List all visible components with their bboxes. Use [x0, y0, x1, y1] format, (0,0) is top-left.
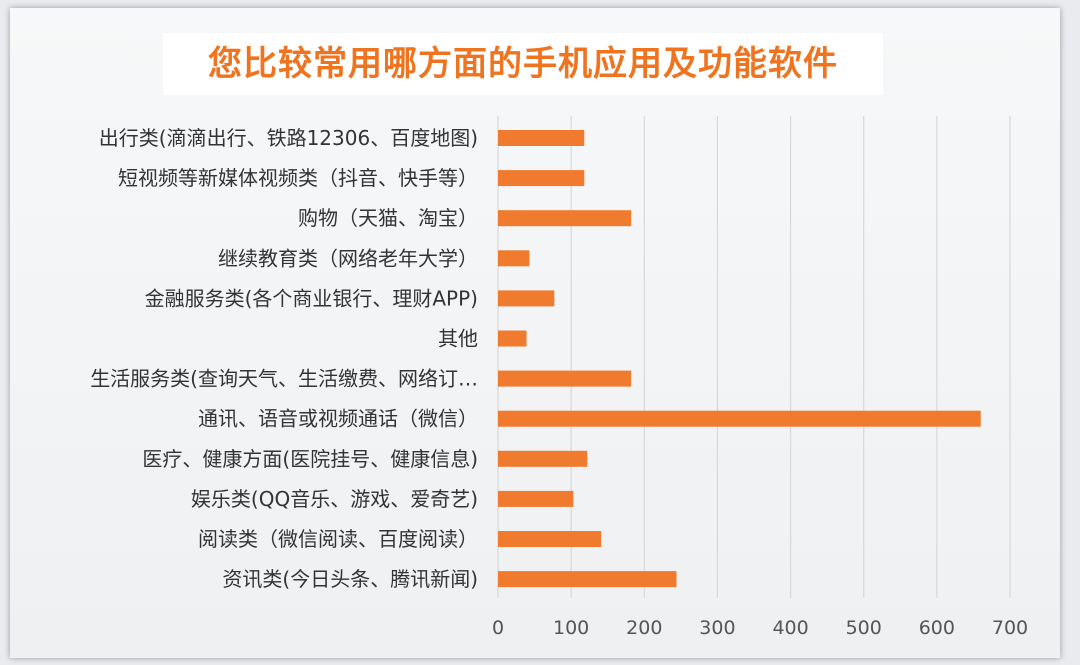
x-tick-label: 300: [699, 617, 735, 639]
x-tick-label: 100: [553, 617, 589, 639]
x-tick-label: 700: [992, 617, 1028, 639]
bar: [498, 330, 527, 347]
category-label: 短视频等新媒体视频类（抖音、快手等）: [118, 166, 478, 190]
x-tick-label: 200: [626, 617, 662, 639]
category-label: 通讯、语音或视频通话（微信）: [198, 407, 478, 431]
bar: [498, 490, 574, 507]
x-tick-label: 400: [772, 617, 808, 639]
category-label: 出行类(滴滴出行、铁路12306、百度地图): [99, 126, 478, 150]
bar-chart: 出行类(滴滴出行、铁路12306、百度地图) 短视频等新媒体视频类（抖音、快手等）…: [90, 116, 1028, 639]
category-label: 其他: [438, 327, 478, 351]
title-box: 您比较常用哪方面的手机应用及功能软件: [163, 33, 883, 95]
bars: [498, 130, 981, 588]
chart-card: 您比较常用哪方面的手机应用及功能软件 出行类(滴滴出行、铁路12306、百度地图…: [10, 8, 1060, 658]
x-tick-label: 0: [492, 617, 504, 639]
x-tick-label: 500: [846, 617, 882, 639]
category-label: 阅读类（微信阅读、百度阅读）: [198, 527, 478, 551]
bar: [498, 210, 632, 227]
bar: [498, 450, 588, 467]
bar: [498, 370, 632, 387]
bar: [498, 571, 677, 588]
category-label: 医疗、健康方面(医院挂号、健康信息): [142, 447, 478, 471]
x-tick-label: 600: [919, 617, 955, 639]
bar: [498, 130, 585, 146]
category-label: 资讯类(今日头条、腾讯新闻): [222, 567, 478, 591]
bar: [498, 410, 981, 427]
category-labels: 出行类(滴滴出行、铁路12306、百度地图) 短视频等新媒体视频类（抖音、快手等）…: [90, 126, 478, 591]
x-tick-labels: 0 100 200 300 400 500 600 700: [492, 617, 1028, 639]
bar: [498, 170, 585, 187]
category-label: 娱乐类(QQ音乐、游戏、爱奇艺): [191, 487, 478, 511]
category-label: 继续教育类（网络老年大学）: [218, 246, 478, 270]
grid-lines: [497, 116, 1011, 598]
category-label: 购物（天猫、淘宝）: [298, 206, 478, 230]
category-label: 金融服务类(各个商业银行、理财APP): [145, 286, 478, 310]
bar: [498, 250, 530, 267]
bar: [498, 531, 602, 547]
category-label: 生活服务类(查询天气、生活缴费、网络订…: [90, 367, 478, 391]
chart-title: 您比较常用哪方面的手机应用及功能软件: [208, 44, 838, 84]
bar: [498, 290, 555, 307]
